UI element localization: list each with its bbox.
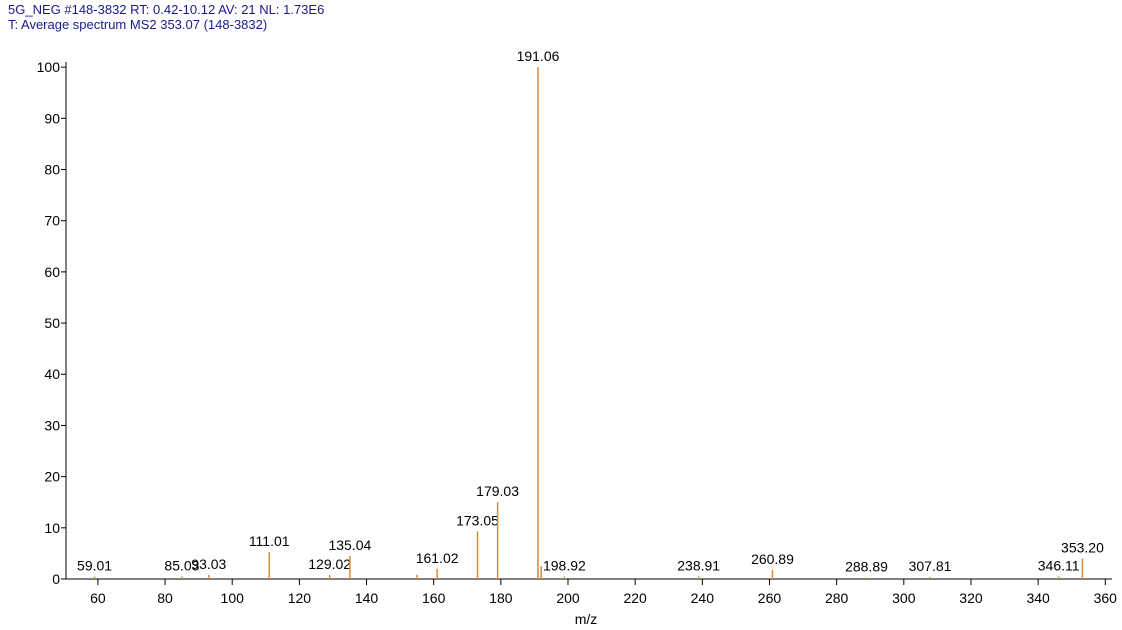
y-tick-label: 10 [44,520,60,536]
peak [1081,558,1084,579]
y-tick-label: 100 [37,59,61,75]
chart-subtitle: T: Average spectrum MS2 353.07 (148-3832… [8,17,267,32]
peak [181,576,183,579]
x-tick-label: 300 [892,590,916,606]
peak-label: 198.92 [543,557,586,573]
peak-label: 85.03 [164,557,199,573]
x-tick-label: 80 [157,590,173,606]
y-tick-label: 20 [44,469,60,485]
peak-label: 135.04 [328,537,371,553]
peak-label: 307.81 [909,558,952,574]
y-tick-label: 90 [44,110,60,126]
peak [771,569,774,579]
x-tick-label: 200 [556,590,580,606]
peak-label: 191.06 [517,48,560,64]
x-tick-label: 320 [959,590,983,606]
x-axis-label: m/z [575,611,598,627]
peak [929,576,931,579]
x-tick-label: 260 [758,590,782,606]
y-tick-label: 0 [52,571,60,587]
y-tick-label: 80 [44,161,60,177]
y-tick-label: 50 [44,315,60,331]
peak-label: 353.20 [1061,540,1104,556]
x-tick-label: 240 [691,590,715,606]
y-tick-label: 40 [44,366,60,382]
peak [416,574,418,579]
peak [268,551,270,579]
peak [208,574,210,579]
x-tick-label: 180 [489,590,513,606]
peak-label: 238.91 [677,557,720,573]
y-tick-label: 60 [44,264,60,280]
peak [540,566,542,579]
peak-label: 161.02 [416,550,459,566]
peak [436,568,438,579]
peak [93,576,96,579]
peak-label: 129.02 [308,556,351,572]
peak-label: 59.01 [77,557,112,573]
peak [563,576,566,579]
peak-label: 288.89 [845,558,888,574]
y-tick-label: 30 [44,417,60,433]
peak [496,502,499,579]
x-tick-label: 360 [1094,590,1118,606]
x-tick-label: 280 [825,590,849,606]
peak [349,555,351,579]
peak [697,576,700,579]
x-tick-label: 120 [288,590,312,606]
y-tick-label: 70 [44,213,60,229]
peak-label: 93.03 [191,556,226,572]
x-tick-label: 140 [355,590,379,606]
peak [328,574,331,579]
peak [537,67,539,580]
x-tick-label: 220 [623,590,647,606]
peak-label: 346.11 [1038,557,1080,573]
peak-label: 173.05 [456,512,499,528]
peak-label: 111.01 [249,533,290,549]
x-tick-label: 340 [1026,590,1050,606]
peak [476,531,479,579]
x-tick-label: 160 [422,590,446,606]
chart-title: 5G_NEG #148-3832 RT: 0.42-10.12 AV: 21 N… [8,2,324,17]
peak-label: 260.89 [751,551,794,567]
x-tick-label: 100 [221,590,245,606]
peak-label: 179.03 [476,483,519,499]
peak [865,577,868,579]
x-tick-label: 60 [90,590,106,606]
peak [1057,576,1060,579]
